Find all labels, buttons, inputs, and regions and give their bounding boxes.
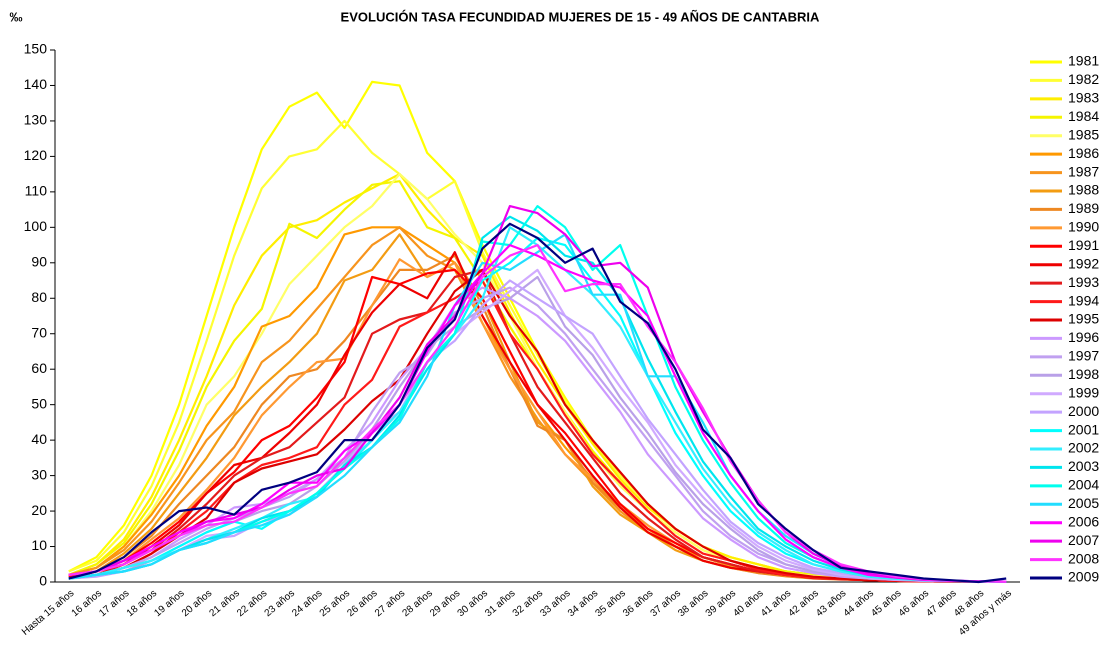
legend-label: 1986 [1068,145,1099,161]
x-tick-label: 31 años [483,588,517,619]
x-tick-label: 27 años [373,588,407,619]
legend-label: 1998 [1068,366,1099,382]
legend-label: 1988 [1068,182,1099,198]
x-tick-label: 21 años [208,588,242,619]
legend-label: 2004 [1068,477,1099,493]
legend-label: 2005 [1068,495,1099,511]
legend-label: 1999 [1068,384,1099,400]
legend-label: 1991 [1068,237,1099,253]
legend-label: 1992 [1068,255,1099,271]
x-tick-label: 22 años [235,588,269,619]
x-tick-label: 47 años [924,588,958,619]
chart-title: EVOLUCIÓN TASA FECUNDIDAD MUJERES DE 15 … [341,9,820,24]
x-tick-label: 18 años [125,588,159,619]
legend-label: 1997 [1068,348,1099,364]
x-tick-label: 35 años [594,588,628,619]
legend-label: 2007 [1068,532,1099,548]
legend-label: 1993 [1068,274,1099,290]
legend-label: 1983 [1068,90,1099,106]
x-tick-label: 28 años [401,588,435,619]
series-line [68,279,1007,583]
x-tick-label: 40 años [731,588,765,619]
y-tick-label: 120 [24,147,48,163]
legend-label: 2009 [1068,569,1099,585]
x-tick-label: 30 años [456,588,490,619]
x-tick-label: 43 años [814,588,848,619]
series-line [68,215,1007,583]
x-tick-label: 26 años [345,588,379,619]
legend-label: 2001 [1068,421,1099,437]
legend-label: 1981 [1068,53,1099,69]
legend-label: 1987 [1068,163,1099,179]
x-tick-label: 29 años [428,588,462,619]
y-tick-label: 50 [31,395,47,411]
y-tick-label: 20 [31,502,47,518]
legend-label: 2000 [1068,403,1099,419]
x-tick-label: Hasta 15 años [20,588,76,638]
x-tick-label: 20 años [180,588,214,619]
x-tick-label: 32 años [511,588,545,619]
legend-label: 1989 [1068,200,1099,216]
y-tick-label: 130 [24,112,48,128]
y-tick-label: 100 [24,218,48,234]
series-line [68,244,1007,583]
y-tick-label: 150 [24,41,48,57]
series-line [68,268,1007,583]
x-tick-label: 42 años [787,588,821,619]
legend-label: 1990 [1068,219,1099,235]
legend-label: 1994 [1068,292,1099,308]
legend-label: 1995 [1068,311,1099,327]
x-tick-label: 19 años [152,588,186,619]
legend-label: 2003 [1068,458,1099,474]
legend-label: 2006 [1068,513,1099,529]
y-tick-label: 40 [31,431,47,447]
legend-label: 1984 [1068,108,1099,124]
legend-label: 1982 [1068,71,1099,87]
legend-label: 1985 [1068,126,1099,142]
series-line [68,222,1007,584]
x-tick-label: 44 años [842,588,876,619]
x-tick-label: 23 años [263,588,297,619]
x-tick-label: 45 años [869,588,903,619]
y-tick-label: 10 [31,537,47,553]
y-tick-label: 70 [31,324,47,340]
y-tick-label: 110 [25,183,48,199]
x-tick-label: 24 años [290,588,324,619]
series-line [68,233,1007,583]
y-tick-label: 90 [31,254,47,270]
y-tick-label: 140 [24,76,48,92]
x-tick-label: 37 años [649,588,683,619]
series-line [68,233,1007,583]
y-tick-label: 0 [39,573,47,589]
x-tick-label: 39 años [704,588,738,619]
x-tick-label: 36 años [621,588,655,619]
x-tick-label: 46 años [897,588,931,619]
legend-label: 2008 [1068,550,1099,566]
legend-label: 1996 [1068,329,1099,345]
x-tick-label: 41 años [759,588,793,619]
y-tick-label: 80 [31,289,47,305]
x-tick-label: 33 años [538,588,572,619]
y-tick-label: 60 [31,360,47,376]
legend-label: 2002 [1068,440,1099,456]
y-tick-label: 30 [31,466,47,482]
y-axis-label: ‰ [10,9,23,24]
series-line [68,244,1007,583]
x-tick-label: 34 años [566,588,600,619]
x-tick-label: 16 años [70,588,104,619]
x-tick-label: 17 años [97,588,131,619]
x-tick-label: 25 años [318,588,352,619]
x-tick-label: 38 años [676,588,710,619]
